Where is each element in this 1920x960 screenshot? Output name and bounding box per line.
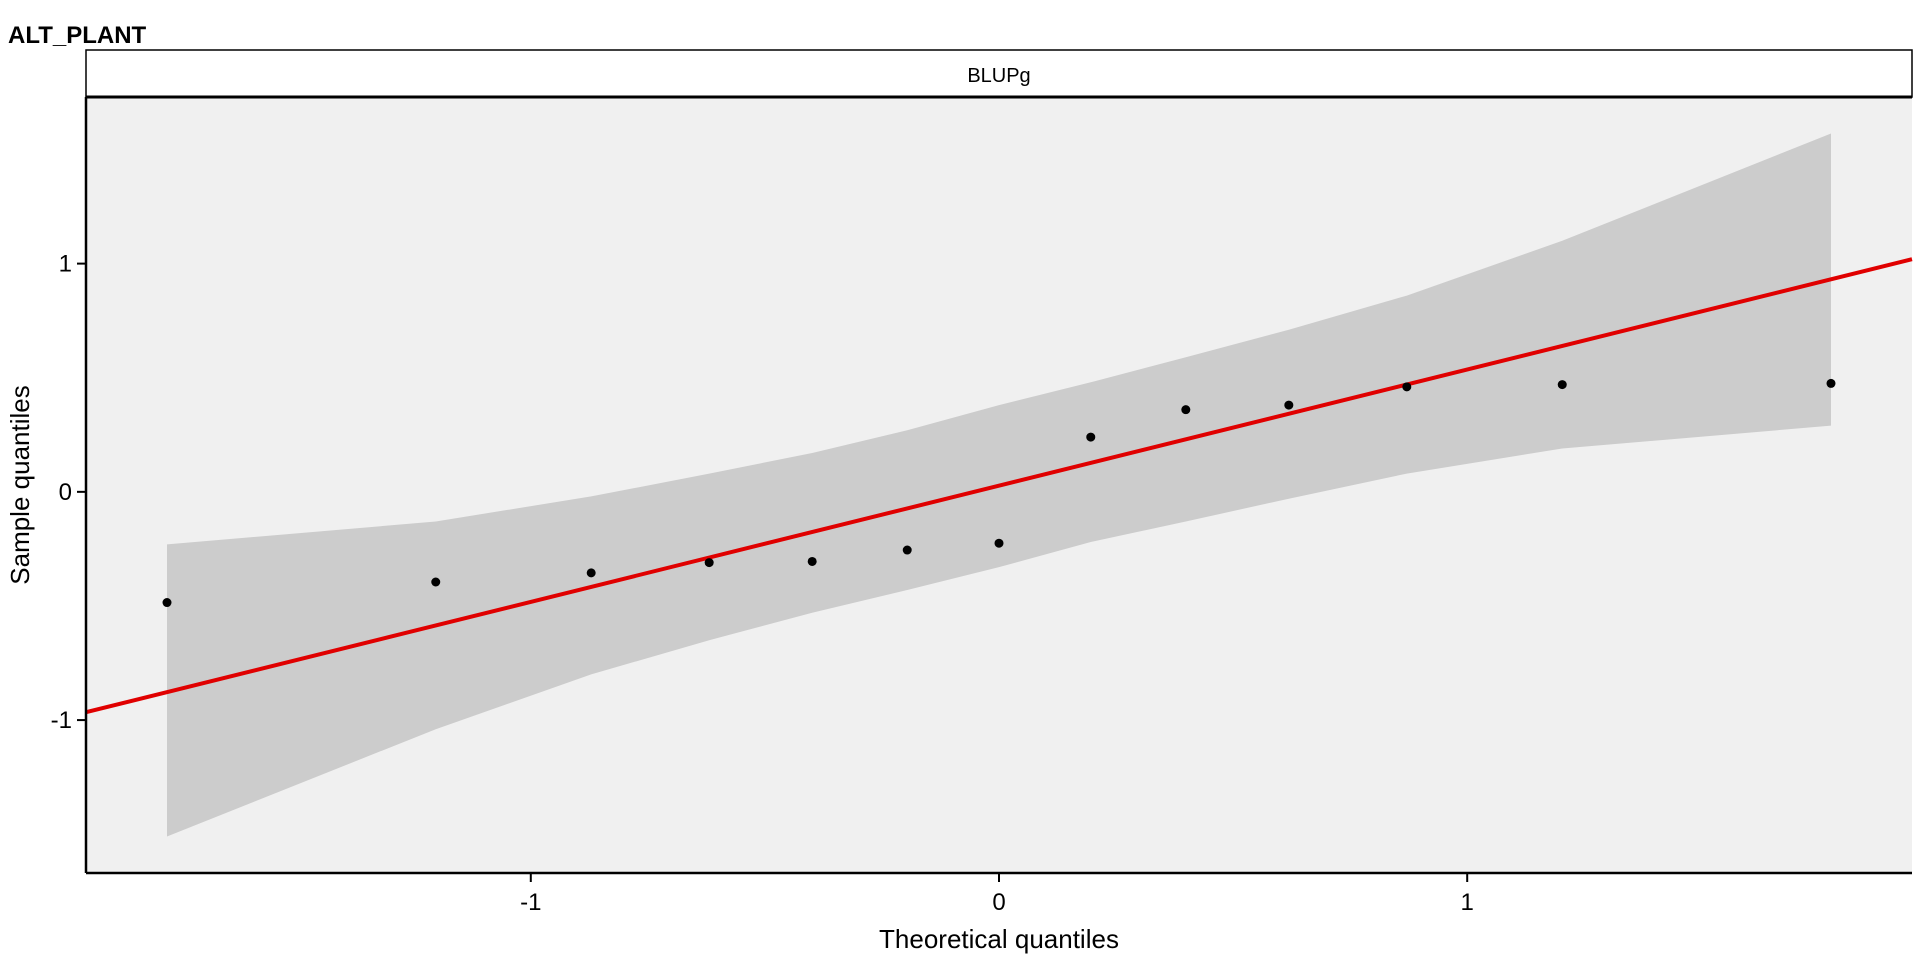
- data-point: [1826, 378, 1836, 388]
- x-ticks: -1 0 1: [520, 873, 1474, 916]
- y-tick-label: 0: [59, 479, 72, 506]
- reference-line-layer: [85, 257, 1913, 715]
- data-point: [1284, 400, 1294, 410]
- data-point: [1402, 382, 1412, 392]
- x-axis-label: Theoretical quantiles: [879, 924, 1119, 954]
- data-point: [1086, 432, 1096, 442]
- y-axis-label: Sample quantiles: [5, 385, 35, 584]
- data-point: [704, 558, 714, 568]
- y-tick-label: 1: [59, 251, 72, 278]
- y-tick-label: -1: [51, 707, 72, 734]
- y-ticks: -1 0 1: [51, 251, 86, 734]
- facet-strip-label: BLUPg: [967, 65, 1030, 87]
- reference-line: [85, 257, 1913, 715]
- x-tick-label: -1: [520, 889, 541, 916]
- data-point: [807, 556, 817, 566]
- data-point: [1181, 405, 1191, 415]
- chart-title: ALT_PLANT: [8, 22, 147, 49]
- facet-strip: [85, 49, 1913, 98]
- data-point: [1557, 380, 1567, 390]
- x-tick-label: 0: [992, 889, 1005, 916]
- data-point: [586, 568, 596, 578]
- data-point: [902, 545, 912, 555]
- points-layer: [162, 378, 1836, 608]
- x-tick-label: 1: [1461, 889, 1474, 916]
- data-point: [431, 577, 441, 587]
- data-point: [994, 538, 1004, 548]
- data-point: [162, 598, 172, 608]
